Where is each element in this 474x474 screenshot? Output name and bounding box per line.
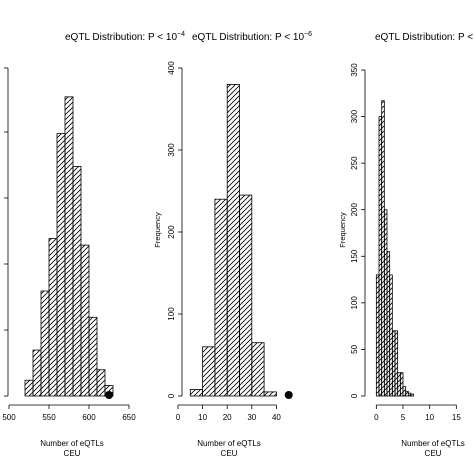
panel-2-x-sublabel: CEU — [221, 449, 238, 458]
panel-2-y-label: Frequency — [153, 212, 162, 248]
panel-1-bar-6 — [64, 96, 74, 397]
panel-2-title: eQTL Distribution: P < 10−6 — [192, 31, 312, 43]
panel-3-title: eQTL Distribution: P < — [375, 32, 473, 43]
panel-3-bars — [375, 100, 415, 397]
panel-3-y-tick-label-4: 150 — [350, 249, 359, 263]
panel-3-x-tick-label-3: 10 — [425, 413, 434, 422]
panel-2-y-tick-label-1: 0 — [167, 393, 176, 398]
panel-2-bar-2 — [202, 346, 216, 397]
panel-2-y-tick-label-2: 100 — [167, 307, 176, 321]
panel-3-bar-10 — [399, 372, 404, 397]
panel-1-bar-4 — [48, 238, 58, 397]
panel-1: eQTL Distribution: P < 10−4 500 550 600 650… — [2, 31, 185, 458]
panel-2-y-tick-label-5: 400 — [167, 61, 176, 75]
panel-2-title-text: eQTL Distribution: P < 10 — [192, 32, 304, 43]
panel-1-bar-5 — [56, 133, 66, 397]
panel-2-bar-3 — [214, 198, 228, 397]
panel-3-x-tick-label-1: 0 — [374, 413, 379, 422]
panel-2: eQTL Distribution: P < 10−6 0 10 20 30 40010… — [153, 31, 312, 458]
panel-2-bar-7 — [263, 391, 277, 397]
panel-1-bar-10 — [96, 369, 106, 397]
panel-2-bar-6 — [251, 342, 265, 397]
panel-3-bar-11 — [402, 386, 407, 397]
panel-1-axes: 500 550 600 650 — [2, 67, 136, 422]
panel-3-x-tick-label-4: 15 — [452, 413, 461, 422]
panel-1-x-tick-label-4: 650 — [122, 413, 136, 422]
panel-3-title-text: eQTL Distribution: P < — [375, 32, 473, 43]
panel-3-x-label: Number of eQTLs — [401, 439, 465, 448]
panel-3-y-tick-label-8: 350 — [350, 63, 359, 77]
panel-2-observed-point — [284, 391, 293, 399]
panel-3-bar-13 — [407, 392, 412, 397]
panel-2-y-tick-label-4: 300 — [167, 143, 176, 157]
panel-1-bar-7 — [72, 165, 82, 397]
panel-3-y-tick-label-1: 0 — [350, 393, 359, 398]
panel-3-y-tick-label-6: 250 — [350, 156, 359, 170]
panel-1-bar-9 — [88, 316, 98, 397]
panel-3-bar-7 — [391, 330, 396, 397]
panel-2-x-tick-label-2: 10 — [198, 413, 207, 422]
panel-1-bar-2 — [32, 349, 42, 397]
panel-2-x-tick-label-4: 30 — [247, 413, 256, 422]
panel-3-bar-4 — [383, 209, 388, 397]
panel-2-x-tick-label-1: 0 — [176, 413, 181, 422]
panel-1-bar-3 — [40, 290, 50, 397]
panel-1-bar-1 — [24, 379, 34, 397]
panel-3-y-tick-label-7: 300 — [350, 109, 359, 123]
panel-3: eQTL Distribution: P < 0 5 10 1505010015020… — [338, 32, 473, 458]
panel-3-x-tick-label-2: 5 — [401, 413, 406, 422]
panel-3-bar-14 — [410, 393, 415, 397]
panel-1-observed-point — [105, 391, 113, 399]
panel-1-x-tick-label-3: 600 — [82, 413, 96, 422]
panel-2-bars — [189, 84, 293, 399]
panel-1-x-sublabel: CEU — [64, 449, 81, 458]
panel-1-bar-8 — [80, 244, 90, 397]
panel-3-y-label: Frequency — [338, 212, 347, 248]
panel-3-y-tick-label-3: 100 — [350, 296, 359, 310]
panel-2-bar-4 — [226, 84, 240, 397]
panel-3-bar-1 — [375, 274, 380, 397]
panel-1-x-tick-label-2: 550 — [42, 413, 56, 422]
panel-2-x-label: Number of eQTLs — [197, 439, 261, 448]
panel-2-y-tick-label-3: 200 — [167, 225, 176, 239]
panel-1-title: eQTL Distribution: P < 10−4 — [65, 31, 185, 43]
panel-2-title-exponent: −6 — [304, 31, 312, 38]
panel-3-x-sublabel: CEU — [425, 449, 442, 458]
panel-3-bar-2 — [378, 116, 383, 397]
panel-2-x-tick-label-5: 40 — [272, 413, 281, 422]
panel-1-bars — [24, 96, 114, 399]
panel-3-y-tick-label-5: 200 — [350, 202, 359, 216]
panel-1-title-text: eQTL Distribution: P < 10 — [65, 32, 177, 43]
panel-3-y-tick-label-2: 50 — [350, 344, 359, 353]
panel-3-bar-5 — [386, 251, 391, 397]
panel-1-title-exponent: −4 — [177, 31, 185, 38]
panel-1-x-tick-label-1: 500 — [2, 413, 16, 422]
panel-2-x-tick-label-3: 20 — [223, 413, 232, 422]
panel-2-bar-5 — [239, 194, 253, 397]
panel-2-bar-1 — [189, 389, 204, 397]
panel-3-bar-8 — [394, 330, 399, 397]
panel-1-x-label: Number of eQTLs — [40, 439, 104, 448]
